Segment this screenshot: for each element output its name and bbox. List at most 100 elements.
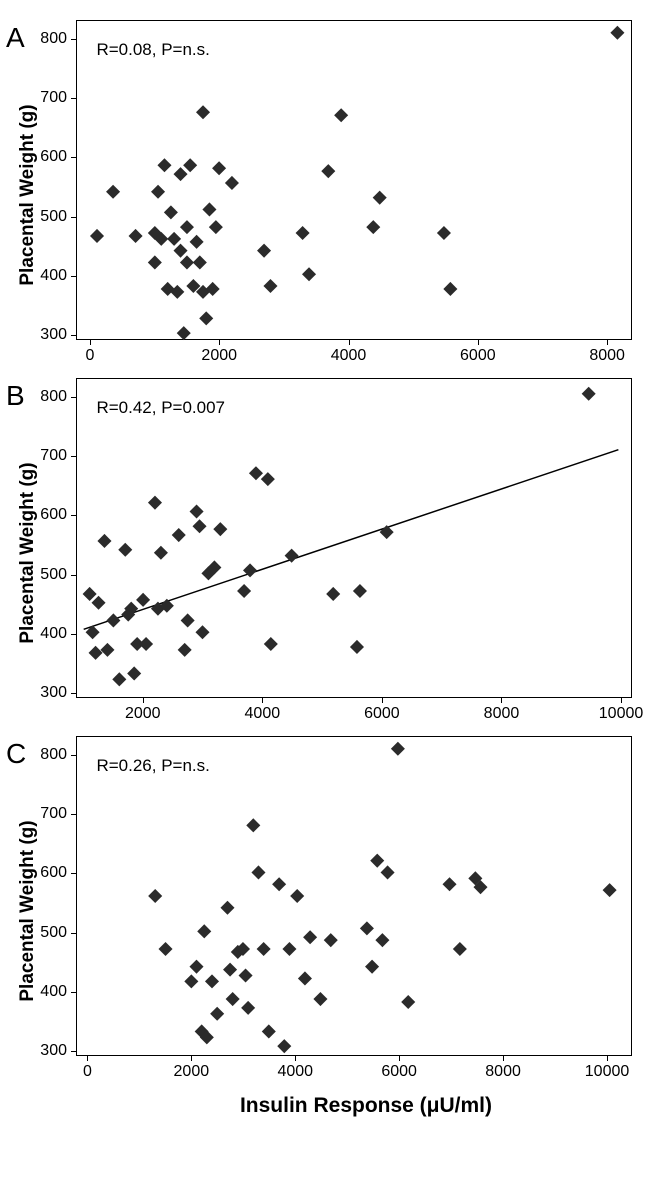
data-point bbox=[453, 942, 467, 956]
data-point bbox=[225, 176, 239, 190]
y-axis-label: Placental Weight (g) bbox=[17, 820, 39, 1001]
data-point bbox=[272, 877, 286, 891]
data-point bbox=[184, 974, 198, 988]
y-tick-label: 800 bbox=[40, 388, 77, 406]
data-point bbox=[334, 108, 348, 122]
y-axis-label: Placental Weight (g) bbox=[17, 104, 39, 285]
data-point bbox=[262, 1024, 276, 1038]
data-point bbox=[202, 202, 216, 216]
data-point bbox=[443, 282, 457, 296]
data-point bbox=[196, 105, 210, 119]
data-point bbox=[326, 587, 340, 601]
x-tick-label: 6000 bbox=[460, 339, 496, 365]
data-point bbox=[437, 226, 451, 240]
plot-box: 300400500600700800200040006000800010000R… bbox=[76, 378, 632, 698]
y-tick-label: 300 bbox=[40, 326, 77, 344]
y-tick-label: 700 bbox=[40, 89, 77, 107]
data-point bbox=[129, 229, 143, 243]
data-point bbox=[189, 960, 203, 974]
data-point bbox=[193, 255, 207, 269]
data-point bbox=[220, 901, 234, 915]
data-point bbox=[212, 161, 226, 175]
data-point bbox=[263, 279, 277, 293]
data-point bbox=[237, 584, 251, 598]
data-point bbox=[298, 971, 312, 985]
x-tick-label: 8000 bbox=[589, 339, 625, 365]
y-tick-label: 600 bbox=[40, 506, 77, 524]
data-point bbox=[610, 26, 624, 40]
data-point bbox=[246, 818, 260, 832]
panel-letter: A bbox=[0, 20, 34, 54]
data-point bbox=[157, 158, 171, 172]
data-point bbox=[197, 924, 211, 938]
data-point bbox=[180, 255, 194, 269]
panels-container: APlacental Weight (g)3004005006007008000… bbox=[0, 20, 656, 1086]
data-point bbox=[282, 942, 296, 956]
x-tick-label: 4000 bbox=[245, 697, 281, 723]
data-point bbox=[303, 930, 317, 944]
data-point bbox=[582, 387, 596, 401]
data-point bbox=[353, 584, 367, 598]
panel-letter: C bbox=[0, 736, 34, 770]
data-point bbox=[178, 643, 192, 657]
data-point bbox=[324, 933, 338, 947]
panel-area: Placental Weight (g)30040050060070080002… bbox=[34, 20, 656, 370]
data-point bbox=[90, 229, 104, 243]
data-point bbox=[164, 205, 178, 219]
data-point bbox=[313, 992, 327, 1006]
data-point bbox=[249, 466, 263, 480]
data-point bbox=[148, 255, 162, 269]
y-tick-label: 700 bbox=[40, 447, 77, 465]
data-point bbox=[302, 267, 316, 281]
panel-b: BPlacental Weight (g)3004005006007008002… bbox=[0, 378, 656, 728]
x-tick-label: 10000 bbox=[599, 697, 644, 723]
data-point bbox=[174, 167, 188, 181]
data-point bbox=[97, 534, 111, 548]
data-point bbox=[365, 960, 379, 974]
x-tick-label: 2000 bbox=[201, 339, 237, 365]
y-tick-label: 600 bbox=[40, 148, 77, 166]
data-point bbox=[375, 933, 389, 947]
panel-c: CPlacental Weight (g)3004005006007008000… bbox=[0, 736, 656, 1086]
data-point bbox=[251, 865, 265, 879]
data-point bbox=[195, 625, 209, 639]
y-tick-label: 400 bbox=[40, 983, 77, 1001]
y-tick-label: 500 bbox=[40, 208, 77, 226]
data-point bbox=[360, 921, 374, 935]
data-point bbox=[151, 185, 165, 199]
x-tick-label: 8000 bbox=[485, 1055, 521, 1081]
y-tick-label: 500 bbox=[40, 566, 77, 584]
data-point bbox=[92, 596, 106, 610]
panel-a: APlacental Weight (g)3004005006007008000… bbox=[0, 20, 656, 370]
x-tick-label: 6000 bbox=[381, 1055, 417, 1081]
x-tick-label: 4000 bbox=[277, 1055, 313, 1081]
panel-area: Placental Weight (g)30040050060070080002… bbox=[34, 736, 656, 1086]
data-point bbox=[199, 311, 213, 325]
data-point bbox=[172, 528, 186, 542]
data-point bbox=[167, 232, 181, 246]
data-point bbox=[261, 472, 275, 486]
data-point bbox=[118, 543, 132, 557]
y-axis-label: Placental Weight (g) bbox=[17, 462, 39, 643]
x-tick-label: 0 bbox=[83, 1055, 92, 1081]
y-tick-label: 400 bbox=[40, 625, 77, 643]
data-point bbox=[264, 637, 278, 651]
data-point bbox=[350, 640, 364, 654]
data-point bbox=[213, 522, 227, 536]
data-point bbox=[181, 613, 195, 627]
data-point bbox=[373, 191, 387, 205]
data-point bbox=[443, 877, 457, 891]
data-point bbox=[223, 963, 237, 977]
x-tick-label: 2000 bbox=[125, 697, 161, 723]
data-point bbox=[391, 742, 405, 756]
data-point bbox=[89, 646, 103, 660]
data-layer bbox=[77, 737, 631, 1055]
data-point bbox=[100, 643, 114, 657]
data-point bbox=[158, 942, 172, 956]
data-point bbox=[183, 158, 197, 172]
data-point bbox=[139, 637, 153, 651]
data-point bbox=[380, 525, 394, 539]
data-point bbox=[239, 968, 253, 982]
data-point bbox=[257, 244, 271, 258]
data-layer bbox=[77, 21, 631, 339]
